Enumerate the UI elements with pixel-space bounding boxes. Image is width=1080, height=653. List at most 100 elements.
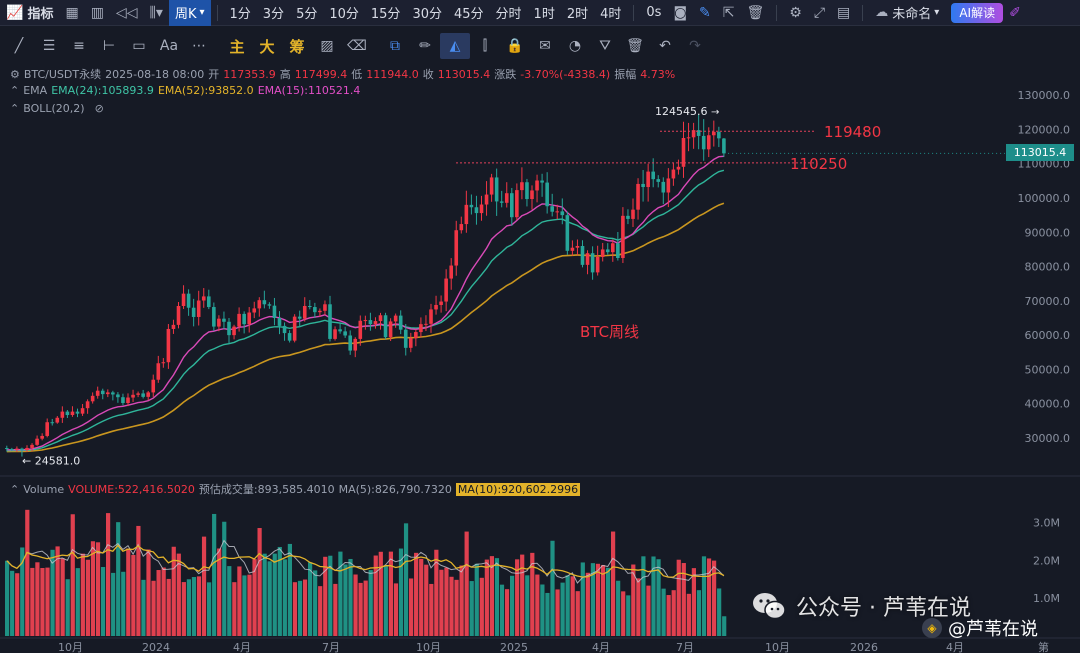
text-tool-icon[interactable]: Aa: [159, 38, 179, 54]
volume-bar: [60, 558, 65, 636]
eraser-icon[interactable]: ⌫: [347, 38, 367, 54]
candle-body: [90, 395, 95, 402]
zero-seconds[interactable]: 0s: [646, 5, 662, 20]
brush-icon[interactable]: ✐: [1009, 4, 1021, 21]
volume-tick-label: 1.0M: [1033, 592, 1060, 605]
period-selector[interactable]: 周K ▾: [168, 0, 211, 26]
settings-small-icon[interactable]: ⚙: [10, 67, 20, 81]
timeframe-5[interactable]: 30分: [412, 7, 442, 22]
volume-bar: [201, 536, 207, 636]
candle-body: [106, 392, 110, 395]
volume-bar: [368, 570, 373, 636]
time-tick-label: 2026: [850, 641, 878, 653]
note-icon[interactable]: ✉: [539, 38, 551, 54]
candle-body: [424, 323, 428, 325]
volume-bar: [459, 565, 464, 636]
candle-body: [262, 300, 267, 305]
close-label: 收: [422, 68, 434, 81]
timeframe-3[interactable]: 10分: [329, 7, 359, 22]
rectangle-icon[interactable]: ▭: [132, 38, 146, 54]
fib-icon[interactable]: ☰: [42, 38, 56, 54]
layout-icon[interactable]: ▥: [90, 4, 104, 21]
candle-body: [666, 178, 671, 193]
delete-icon[interactable]: 🗑: [626, 38, 644, 54]
grid-icon[interactable]: ▤: [837, 4, 851, 21]
candle-body: [60, 411, 65, 418]
volume-bar: [20, 547, 25, 636]
undo-icon[interactable]: ↶: [659, 38, 671, 54]
volume-bar: [494, 558, 500, 636]
copy-icon[interactable]: ⧉: [390, 38, 400, 54]
timeframe-4[interactable]: 15分: [370, 7, 401, 22]
candle-body: [403, 329, 408, 348]
more-icon[interactable]: ⋯: [192, 38, 206, 54]
timeframe-0[interactable]: 1分: [229, 7, 251, 22]
candle-body: [706, 135, 711, 150]
timeframe-9[interactable]: 2时: [566, 7, 589, 22]
candle-type-icon[interactable]: ⫼▾: [149, 4, 163, 21]
volume-bar: [469, 581, 474, 636]
volume-bar: [414, 552, 419, 636]
candle-body: [545, 182, 549, 207]
indicator-button[interactable]: 📈 指标: [0, 0, 59, 26]
volume-bar: [85, 559, 90, 636]
settings-icon[interactable]: ⚙: [789, 4, 802, 21]
export-icon[interactable]: ⇱: [722, 4, 735, 21]
redo-icon[interactable]: ↷: [689, 38, 701, 54]
timeframe-1[interactable]: 3分: [262, 7, 285, 22]
pen-icon[interactable]: ✎: [699, 4, 711, 21]
filter-icon[interactable]: ⛛: [599, 38, 611, 54]
volume-bar: [545, 592, 550, 636]
timeframe-2[interactable]: 5分: [296, 7, 318, 22]
level-label-110250: 110250: [790, 155, 847, 173]
candle-body: [338, 329, 342, 332]
volume-bar: [706, 558, 712, 636]
candle-body: [95, 390, 100, 396]
camera-icon[interactable]: ◙: [673, 4, 688, 21]
volume-bar: [247, 574, 252, 636]
fullscreen-icon[interactable]: ⤢: [813, 4, 826, 21]
eye-hidden-icon[interactable]: ⊘: [94, 102, 104, 115]
magnet-icon[interactable]: ◔: [568, 38, 582, 54]
timeframe-10[interactable]: 4时: [600, 7, 622, 22]
volume-bar: [217, 548, 222, 636]
time-tick-label: 2024: [142, 641, 170, 653]
volume-bar: [171, 546, 176, 636]
amp-value: 4.73%: [640, 67, 676, 81]
horizontal-line-icon[interactable]: ⊢: [102, 38, 116, 54]
trend-line-icon[interactable]: ╱: [14, 38, 24, 54]
timeframe-6[interactable]: 45分: [453, 7, 484, 22]
volume-bar: [595, 563, 601, 636]
collapse-icon[interactable]: ⌃: [10, 482, 20, 496]
ai-analysis-button[interactable]: AI解读: [951, 2, 1004, 23]
candle-body: [75, 411, 80, 414]
image-icon[interactable]: ▨: [320, 38, 334, 54]
ruler-icon[interactable]: ✏: [419, 38, 431, 54]
draw-mode-icon[interactable]: ◭: [440, 33, 470, 59]
change-value: -3.70%(-4338.4): [520, 67, 611, 81]
volume-bar: [686, 593, 691, 636]
rewind-icon[interactable]: ◁◁: [115, 4, 138, 21]
volume-bar: [464, 531, 469, 636]
main-button[interactable]: 主: [229, 37, 245, 56]
volume-bar: [520, 554, 525, 636]
volume-bar: [156, 570, 161, 636]
lock-icon[interactable]: 🔒: [506, 38, 524, 54]
chip-button[interactable]: 筹: [289, 37, 305, 56]
parallel-lines-icon[interactable]: ≡: [73, 38, 85, 54]
collapse-icon[interactable]: ⌃: [10, 84, 20, 97]
calendar-icon[interactable]: ▦: [65, 4, 79, 21]
timeframe-8[interactable]: 1时: [533, 7, 555, 22]
big-button[interactable]: 大: [259, 37, 275, 56]
timeframe-7[interactable]: 分时: [495, 7, 522, 22]
collapse-icon[interactable]: ⌃: [10, 102, 20, 115]
chevron-down-icon: ▾: [199, 7, 205, 18]
time-tick-label: 4月: [592, 641, 610, 653]
volume-bar: [353, 574, 358, 636]
layout-name-button[interactable]: ☁ 未命名 ▾: [869, 0, 945, 26]
time-tick-label: 4月: [233, 641, 251, 653]
trash-icon[interactable]: 🗑: [746, 4, 765, 21]
candle-body: [212, 307, 216, 327]
candle-icon[interactable]: ⫿: [482, 38, 488, 54]
